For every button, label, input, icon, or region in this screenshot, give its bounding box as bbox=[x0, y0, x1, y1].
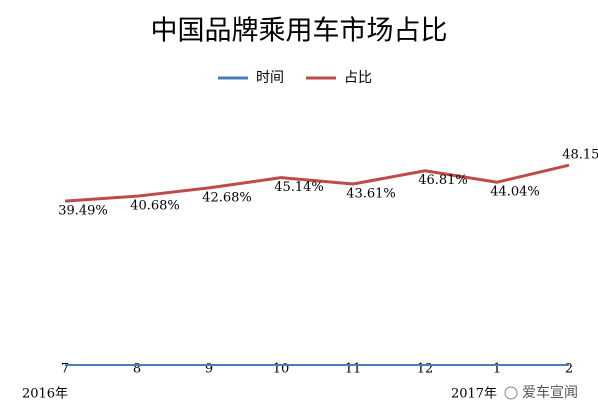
legend-label: 时间 bbox=[256, 70, 284, 86]
data-label: 40.68% bbox=[130, 199, 180, 214]
watermark: 爱车宣闻 bbox=[522, 384, 578, 401]
data-label: 45.14% bbox=[274, 180, 324, 195]
data-label: 39.49% bbox=[58, 204, 108, 219]
legend-label: 占比 bbox=[344, 70, 372, 86]
x-tick-label: 1 bbox=[493, 362, 501, 377]
x-tick-label: 12 bbox=[417, 362, 434, 377]
x-tick-label: 7 bbox=[61, 362, 69, 377]
x-tick-label: 9 bbox=[205, 362, 213, 377]
data-label: 43.61% bbox=[346, 187, 396, 202]
x-tick-label: 8 bbox=[133, 362, 141, 377]
chart-title: 中国品牌乘用车市场占比 bbox=[151, 16, 448, 47]
year-label: 2017年 bbox=[451, 387, 497, 402]
watermark-icon bbox=[504, 386, 518, 400]
data-label: 42.68% bbox=[202, 190, 252, 205]
x-tick-label: 10 bbox=[273, 362, 290, 377]
year-label: 2016年 bbox=[22, 387, 68, 402]
x-tick-label: 2 bbox=[565, 362, 573, 377]
data-label: 44.04% bbox=[490, 185, 540, 200]
series-line bbox=[64, 163, 570, 203]
data-label: 46.81% bbox=[418, 173, 468, 188]
x-tick-label: 11 bbox=[345, 362, 362, 377]
data-label: 48.15% bbox=[562, 148, 598, 163]
